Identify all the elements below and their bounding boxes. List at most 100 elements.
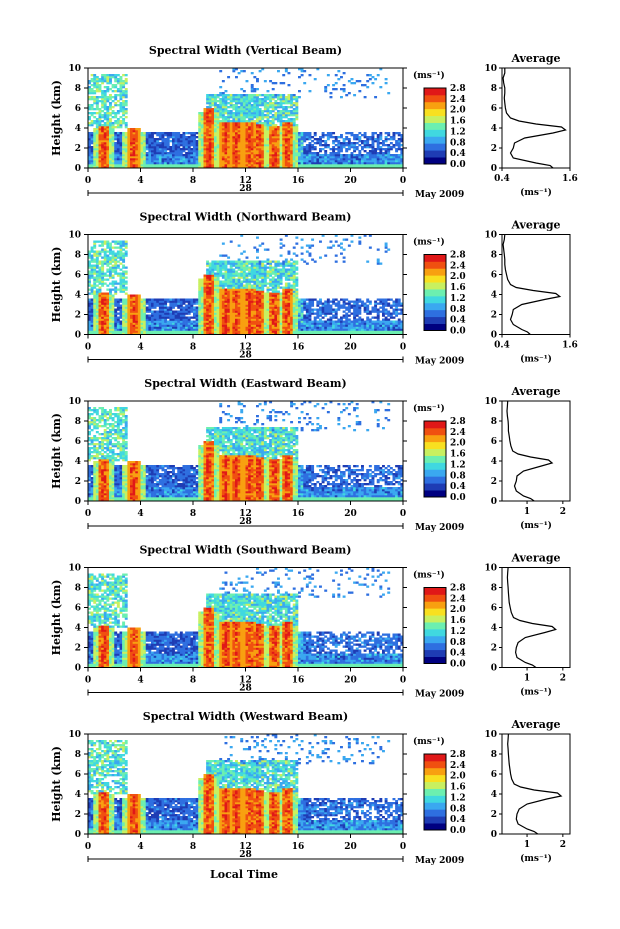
heatmap-cell [343,144,346,146]
heatmap-cell [206,142,209,144]
heatmap-cell [303,154,306,156]
heatmap-cell [309,134,312,136]
heatmap-cell [238,311,241,313]
heatmap-cell [122,132,125,134]
heatmap-cell [293,128,296,130]
heatmap-cell [162,323,165,325]
heatmap-cell [209,289,212,291]
heatmap-cell [209,156,212,158]
heatmap-cell [222,108,225,110]
heatmap-cell [143,144,146,146]
heatmap-cell [238,297,241,299]
heatmap-cell [185,311,188,313]
heatmap-cell [264,154,267,156]
heatmap-cell [190,154,193,156]
heatmap-cell [167,331,170,333]
heatmap-cell [93,251,96,253]
heatmap-cell [93,86,96,88]
heatmap-cell [372,158,375,160]
heatmap-cell [251,273,254,275]
heatmap-cell [261,124,264,126]
heatmap-cell [164,156,167,158]
heatmap-cell [109,132,112,134]
heatmap-cell [222,299,225,301]
heatmap-cell [120,138,123,140]
heatmap-cell [358,162,361,164]
heatmap-cell [343,72,346,74]
heatmap-cell [117,247,120,249]
colorbar: 0.00.40.81.21.62.02.42.8 [424,84,466,170]
heatmap-cell [169,160,172,162]
heatmap-cell [91,317,94,319]
heatmap-cell [309,142,312,144]
heatmap-cell [96,329,99,331]
heatmap-cell [225,94,228,96]
heatmap-cell [138,299,141,301]
heatmap-cell [117,251,120,253]
heatmap-cell [122,80,125,82]
heatmap-cell [141,150,144,152]
heatmap-cell [288,128,291,130]
heatmap-cell [91,269,94,271]
heatmap-cell [125,327,128,329]
heatmap-cell [167,307,170,309]
heatmap-cell [393,132,396,134]
heatmap-cell [214,134,217,136]
heatmap-cell [303,132,306,134]
heatmap-cell [293,98,296,100]
heatmap-cell [227,305,230,307]
heatmap-cell [227,142,230,144]
heatmap-cell [232,331,235,333]
heatmap-cell [112,289,115,291]
heatmap-cell [272,164,275,166]
heatmap-cell [253,110,256,112]
heatmap-cell [261,138,264,140]
heatmap-cell [282,132,285,134]
heatmap-cell [104,94,107,96]
heatmap-cell [183,307,186,309]
heatmap-cell [243,281,246,283]
heatmap-cell [106,263,109,265]
heatmap-cell [235,267,238,269]
heatmap-cell [156,164,159,166]
heatmap-cell [96,150,99,152]
heatmap-cell [243,158,246,160]
heatmap-cell [106,321,109,323]
heatmap-cell [162,301,165,303]
heatmap-cell [122,94,125,96]
heatmap-cell [109,315,112,317]
heatmap-cell [190,311,193,313]
heatmap-cell [222,80,225,82]
heatmap-cell [183,140,186,142]
heatmap-cell [238,315,241,317]
heatmap-cell [196,315,199,317]
heatmap-cell [109,269,112,271]
heatmap-cell [101,138,104,140]
heatmap-cell [196,319,199,321]
heatmap-cell [193,321,196,323]
heatmap-cell [101,269,104,271]
heatmap-cell [172,303,175,305]
heatmap-cell [290,156,293,158]
heatmap-cell [253,134,256,136]
heatmap-cell [99,317,102,319]
heatmap-cell [253,305,256,307]
heatmap-cell [240,100,243,102]
heatmap-cell [193,331,196,333]
heatmap-cell [206,279,209,281]
heatmap-cell [232,297,235,299]
heatmap-cell [246,301,249,303]
heatmap-cell [322,132,325,134]
heatmap-cell [282,164,285,166]
heatmap-cell [156,313,159,315]
heatmap-cell [117,267,120,269]
heatmap-cell [180,311,183,313]
heatmap-cell [235,271,238,273]
heatmap-cell [240,160,243,162]
heatmap-cell [282,146,285,148]
heatmap-cell [135,303,138,305]
heatmap-cell [188,158,191,160]
heatmap-cell [238,124,241,126]
heatmap-cell [251,72,254,74]
